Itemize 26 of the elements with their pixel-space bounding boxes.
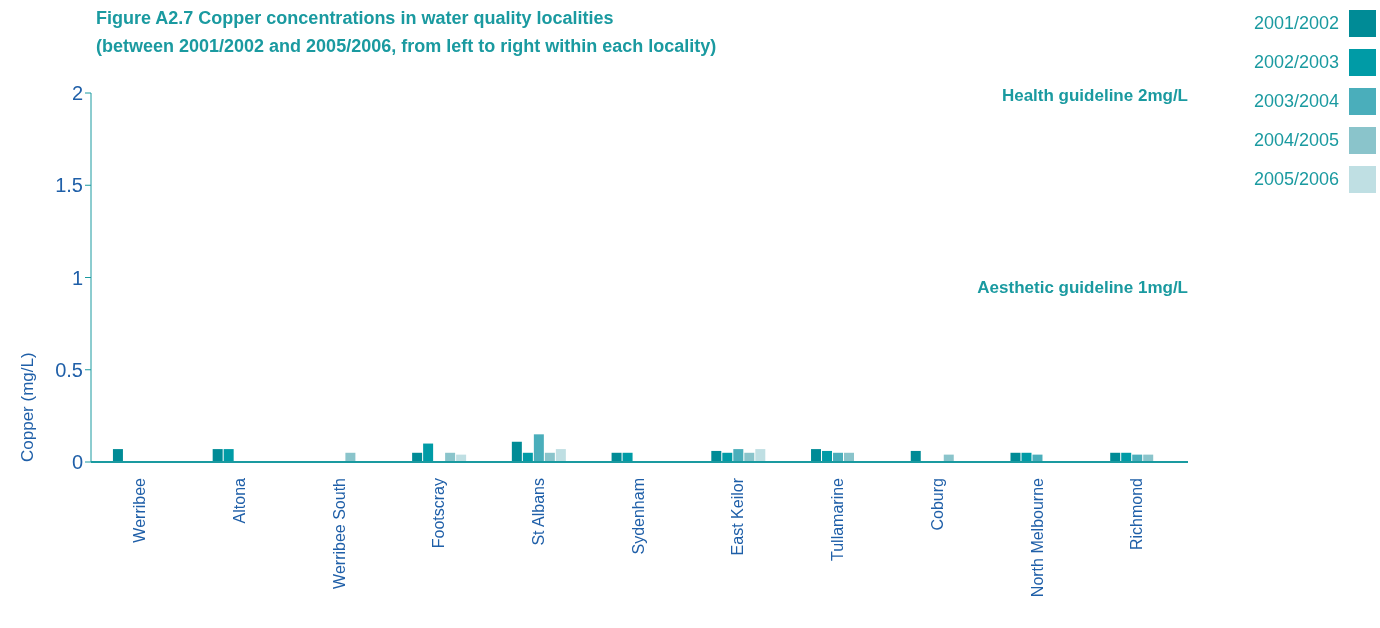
legend-label: 2005/2006 <box>1253 169 1339 190</box>
x-tick-label: Werribee South <box>330 478 348 589</box>
annotation: Aesthetic guideline 1mg/L <box>977 277 1188 298</box>
legend-label: 2001/2002 <box>1253 13 1339 34</box>
y-tick-label: 1 <box>71 266 83 289</box>
y-tick-label: 2 <box>71 82 83 105</box>
x-tick-label: Sydenham <box>629 478 647 555</box>
x-tick-label: Altona <box>230 477 248 524</box>
x-tick-label: Footscray <box>430 478 448 549</box>
x-tick-label: Coburg <box>928 478 946 531</box>
y-tick-label: 0.5 <box>55 358 83 381</box>
annotation: Health guideline 2mg/L <box>1001 86 1188 106</box>
x-tick-label: Tullamarine <box>829 477 847 561</box>
legend-label: 2003/2004 <box>1253 91 1339 112</box>
legend-label: 2002/2003 <box>1253 52 1339 73</box>
y-tick-label: 0 <box>71 451 83 474</box>
x-tick-label: North Melbourne <box>1028 477 1046 598</box>
x-tick-label: St Albans <box>529 478 548 546</box>
x-tick-label: East Keilor <box>729 477 747 556</box>
y-tick-label: 1.5 <box>55 174 83 197</box>
chart-title: Figure A2.7 Copper concentrations in water quality localities <box>96 8 614 29</box>
x-tick-label: Werribee <box>131 477 149 543</box>
x-tick-label: Richmond <box>1128 478 1146 551</box>
chart-subtitle: (between 2001/2002 and 2005/2006, from left to right within each locality) <box>96 36 717 57</box>
y-axis-title: Copper (mg/L) <box>18 352 38 462</box>
legend-label: 2004/2005 <box>1253 130 1339 151</box>
